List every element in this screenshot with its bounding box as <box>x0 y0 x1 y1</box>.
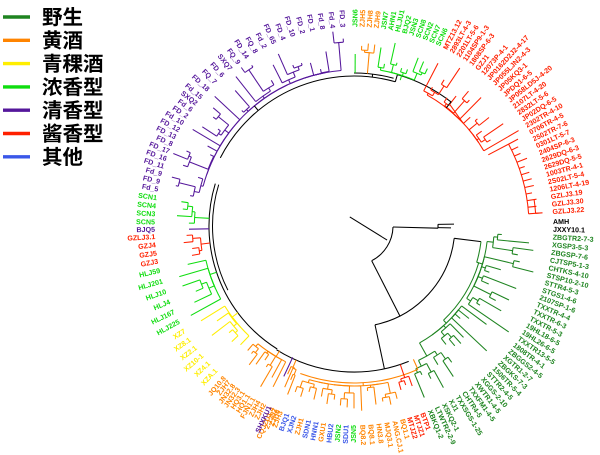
svg-text:GZLJ3.30: GZLJ3.30 <box>551 197 584 208</box>
svg-text:SCN4: SCN4 <box>137 201 157 211</box>
svg-text:BQ8.1: BQ8.1 <box>366 424 376 445</box>
svg-text:GZLJ3.22: GZLJ3.22 <box>552 206 584 216</box>
svg-text:ZBGTR2-7-3: ZBGTR2-7-3 <box>552 234 593 244</box>
svg-text:XGSP3-5-3: XGSP3-5-3 <box>552 241 589 252</box>
svg-text:Fd_8: Fd_8 <box>316 13 327 31</box>
svg-text:Fd_5: Fd_5 <box>141 183 159 194</box>
svg-text:SCN5: SCN5 <box>136 218 155 226</box>
svg-text:ZJH8: ZJH8 <box>366 10 375 28</box>
svg-text:SDU1: SDU1 <box>342 425 351 444</box>
svg-text:GXU1: GXU1 <box>317 422 328 442</box>
svg-text:JSN6: JSN6 <box>351 9 359 27</box>
svg-text:JXXY10.1: JXXY10.1 <box>553 226 585 235</box>
svg-text:HN3.8: HN3.8 <box>374 423 384 444</box>
svg-text:SCN3: SCN3 <box>136 209 155 218</box>
svg-text:ZJH9: ZJH9 <box>373 11 383 29</box>
svg-text:GZLJ3.1: GZLJ3.1 <box>127 233 155 243</box>
svg-text:ZJH5: ZJH5 <box>359 10 368 28</box>
svg-text:AMH: AMH <box>553 218 569 226</box>
svg-text:HNN1: HNN1 <box>309 421 320 442</box>
svg-text:BQ8.2: BQ8.2 <box>358 425 367 446</box>
svg-text:JSN5: JSN5 <box>350 425 358 443</box>
svg-text:Fd_4: Fd_4 <box>327 11 337 28</box>
svg-text:GZJ4: GZJ4 <box>138 241 156 251</box>
svg-text:HBU2: HBU2 <box>325 423 335 443</box>
svg-text:GZJ5: GZJ5 <box>139 250 158 260</box>
svg-text:FD_3: FD_3 <box>338 10 347 28</box>
svg-text:FD_1: FD_1 <box>305 14 316 33</box>
svg-text:SCN1: SCN1 <box>138 192 158 203</box>
svg-text:JSN2: JSN2 <box>334 424 343 442</box>
svg-text:GZJ3: GZJ3 <box>140 258 159 269</box>
svg-text:JSN7: JSN7 <box>380 11 391 30</box>
svg-text:AHN1: AHN1 <box>387 11 398 32</box>
svg-text:BJQ5: BJQ5 <box>136 226 155 234</box>
svg-text:FD_9: FD_9 <box>142 174 161 186</box>
